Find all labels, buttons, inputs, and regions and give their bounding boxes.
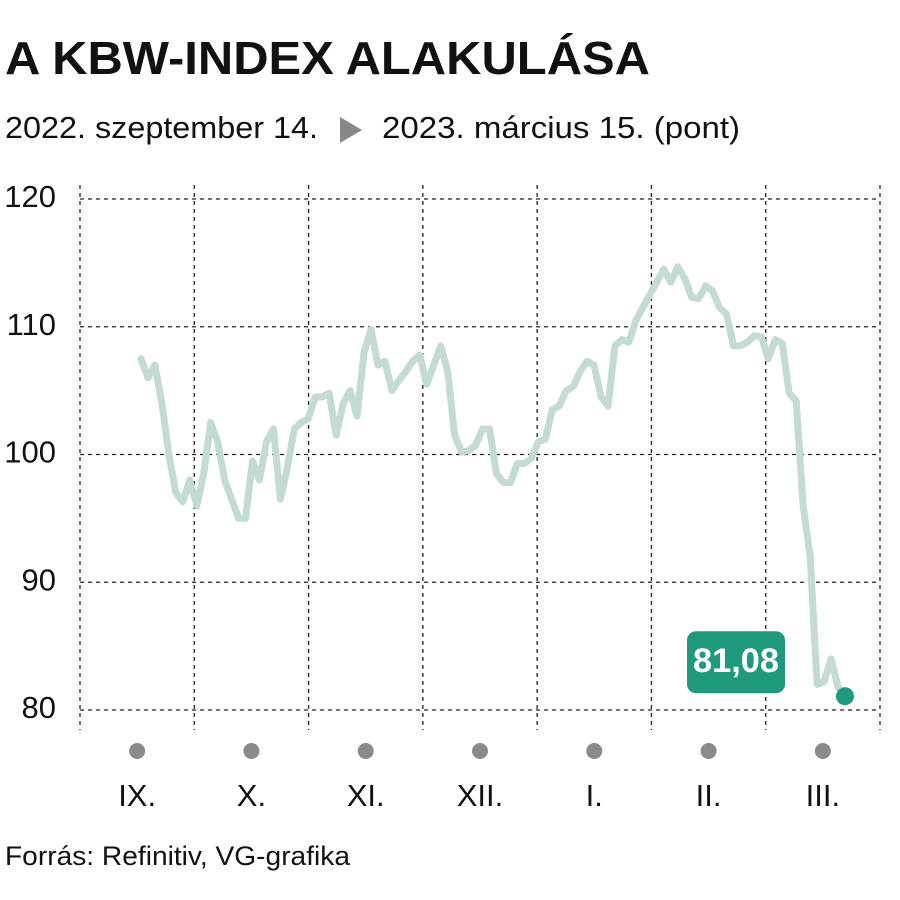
data-label: 81,08 — [693, 642, 779, 680]
source: Forrás: Refinitiv, VG-grafika — [5, 841, 351, 871]
chart-title: A KBW-INDEX ALAKULÁSA — [5, 32, 650, 84]
subtitle-start: 2022. szeptember 14. — [5, 110, 318, 145]
x-tick-label: I. — [586, 778, 603, 813]
y-tick-label: 100 — [4, 435, 56, 470]
y-tick-label: 80 — [22, 690, 56, 725]
arrow-icon — [340, 117, 362, 143]
x-tick-label: XII. — [457, 778, 504, 813]
month-dot — [700, 743, 717, 759]
month-dot — [129, 743, 146, 759]
y-tick-label: 110 — [7, 307, 56, 342]
x-tick-label: XI. — [347, 778, 385, 813]
x-tick-label: IX. — [118, 778, 156, 813]
y-tick-label: 120 — [4, 179, 56, 214]
month-dot — [472, 743, 488, 759]
label-box — [687, 631, 785, 694]
y-tick-label: 90 — [22, 562, 56, 597]
line — [137, 263, 849, 700]
x-tick-label: III. — [806, 778, 840, 813]
x-tick-label: II. — [696, 778, 722, 813]
month-dot — [243, 743, 260, 759]
month-dot — [586, 743, 603, 759]
x-tick-label: X. — [237, 778, 266, 813]
month-dot — [814, 743, 831, 759]
month-dot — [357, 743, 374, 759]
end-point — [836, 687, 854, 706]
subtitle-end: 2023. március 15. (pont) — [382, 110, 740, 145]
